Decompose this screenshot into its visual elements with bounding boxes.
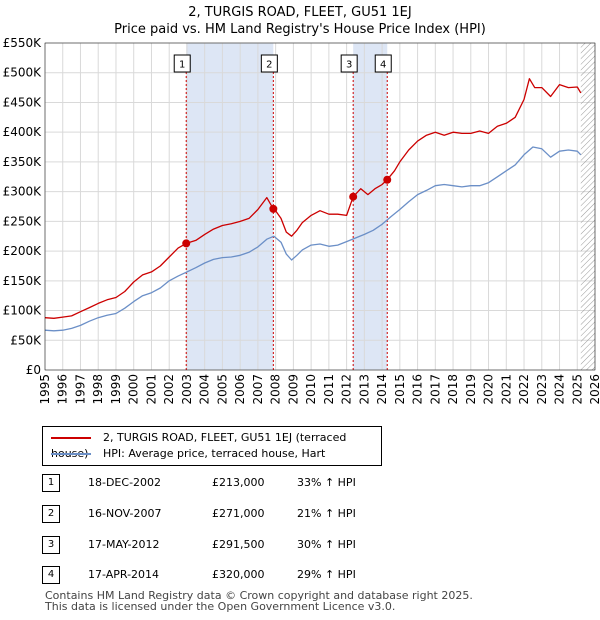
x-tick-label: 2016 — [411, 374, 425, 405]
future-hatch — [580, 43, 595, 370]
x-tick-label: 2013 — [357, 374, 371, 405]
x-tick-label: 2011 — [322, 374, 336, 405]
y-tick-label: £50K — [10, 333, 42, 347]
x-tick-label: 2009 — [286, 374, 300, 405]
property-series-line — [44, 78, 582, 319]
x-tick-label: 2021 — [499, 374, 513, 405]
sale-hpi-change: 29% ↑ HPI — [297, 568, 356, 581]
sale-marker — [383, 175, 392, 184]
x-tick-label: 2020 — [482, 374, 496, 405]
shaded-period — [353, 43, 388, 370]
y-tick-label: £200K — [3, 244, 43, 258]
sale-price: £320,000 — [212, 568, 265, 581]
x-tick-label: 2014 — [375, 374, 389, 405]
sale-marker — [269, 204, 278, 213]
sale-label-box — [340, 54, 358, 73]
shaded-period — [186, 43, 274, 370]
price-chart: 1 2 3 4 £0 £50K £100K £150K £200K £250K £300K £350… — [3, 36, 600, 405]
x-tick-label: 2017 — [428, 374, 442, 405]
y-tick-label: £100K — [3, 304, 43, 318]
footer-line-2: This data is licensed under the Open Gov… — [45, 600, 396, 613]
sale-label-number: 2 — [266, 60, 272, 71]
x-tick-label: 2019 — [464, 374, 478, 405]
y-tick-label: £150K — [3, 274, 43, 288]
legend-swatch-property — [51, 437, 91, 439]
legend-item-property: 2, TURGIS ROAD, FLEET, GU51 1EJ (terrace… — [51, 430, 381, 460]
table-row: 3 17-MAY-2012 £291,500 30% ↑ HPI — [42, 536, 442, 554]
y-tick-label: £350K — [3, 155, 43, 169]
sale-marker — [182, 239, 191, 248]
sale-hpi-change: 21% ↑ HPI — [297, 507, 356, 520]
x-tick-label: 2024 — [553, 374, 567, 405]
sale-label-box — [374, 54, 392, 73]
sale-number-badge: 1 — [42, 474, 60, 492]
sale-price: £271,000 — [212, 507, 265, 520]
plot-frame — [44, 42, 596, 371]
sale-label-number: 1 — [179, 60, 185, 71]
sale-price: £213,000 — [212, 476, 265, 489]
footer-attribution: Contains HM Land Registry data © Crown c… — [45, 590, 473, 612]
sale-date: 16-NOV-2007 — [88, 507, 162, 520]
x-tick-label: 2026 — [588, 374, 600, 405]
y-tick-label: £400K — [3, 125, 43, 139]
sale-hpi-change: 33% ↑ HPI — [297, 476, 356, 489]
x-tick-label: 2018 — [446, 374, 460, 405]
sale-label-box — [173, 54, 191, 73]
plot-background — [45, 43, 595, 370]
chart-title-text: 2, TURGIS ROAD, FLEET, GU51 1EJ — [188, 5, 412, 20]
x-tick-label: 2023 — [535, 374, 549, 405]
x-tick-label: 2007 — [251, 374, 265, 405]
y-tick-label: £0 — [26, 363, 41, 377]
sale-date: 17-MAY-2012 — [88, 538, 160, 551]
x-tick-label: 1996 — [56, 374, 70, 405]
x-tick-label: 2005 — [215, 374, 229, 405]
chart-title: 2, TURGIS ROAD, FLEET, GU51 1EJ Price pa… — [0, 4, 600, 38]
x-tick-label: 2000 — [127, 374, 141, 405]
x-tick-label: 2008 — [269, 374, 283, 405]
legend-item-hpi: HPI: Average price, terraced house, Hart — [51, 446, 325, 462]
hpi-series-line — [44, 146, 582, 332]
legend-swatch-hpi — [51, 453, 91, 455]
sale-label-box — [260, 54, 278, 73]
sale-price: £291,500 — [212, 538, 265, 551]
legend-label-hpi: HPI: Average price, terraced house, Hart — [103, 447, 326, 460]
x-tick-label: 2003 — [180, 374, 194, 405]
x-tick-label: 2022 — [517, 374, 531, 405]
sale-number-badge: 2 — [42, 505, 60, 523]
sale-number-badge: 3 — [42, 536, 60, 554]
x-tick-label: 2004 — [198, 374, 212, 405]
footer-line-1: Contains HM Land Registry data © Crown c… — [45, 589, 473, 602]
legend: 2, TURGIS ROAD, FLEET, GU51 1EJ (terrace… — [42, 426, 382, 466]
x-tick-label: 2012 — [340, 374, 354, 405]
y-tick-label: £550K — [3, 36, 43, 50]
x-tick-label: 1999 — [109, 374, 123, 405]
y-tick-label: £500K — [3, 66, 43, 80]
sale-number-badge: 4 — [42, 566, 60, 584]
chart-subtitle-text: Price paid vs. HM Land Registry's House … — [114, 22, 486, 37]
x-tick-label: 2006 — [233, 374, 247, 405]
sale-label-number: 3 — [346, 60, 352, 71]
x-tick-label: 2025 — [570, 374, 584, 405]
x-tick-label: 2010 — [304, 374, 318, 405]
table-row: 1 18-DEC-2002 £213,000 33% ↑ HPI — [42, 474, 442, 492]
sale-date: 17-APR-2014 — [88, 568, 160, 581]
x-tick-label: 1998 — [91, 374, 105, 405]
x-tick-label: 1995 — [38, 374, 52, 405]
sale-hpi-change: 30% ↑ HPI — [297, 538, 356, 551]
y-tick-label: £300K — [3, 185, 43, 199]
y-tick-label: £450K — [3, 95, 43, 109]
x-tick-label: 2001 — [144, 374, 158, 405]
table-row: 2 16-NOV-2007 £271,000 21% ↑ HPI — [42, 505, 442, 523]
y-tick-label: £250K — [3, 214, 43, 228]
sale-date: 18-DEC-2002 — [88, 476, 162, 489]
x-tick-label: 2002 — [162, 374, 176, 405]
table-row: 4 17-APR-2014 £320,000 29% ↑ HPI — [42, 566, 442, 584]
sale-marker — [349, 192, 358, 201]
x-tick-label: 1997 — [73, 374, 87, 405]
sale-label-number: 4 — [380, 60, 386, 71]
x-tick-label: 2015 — [393, 374, 407, 405]
